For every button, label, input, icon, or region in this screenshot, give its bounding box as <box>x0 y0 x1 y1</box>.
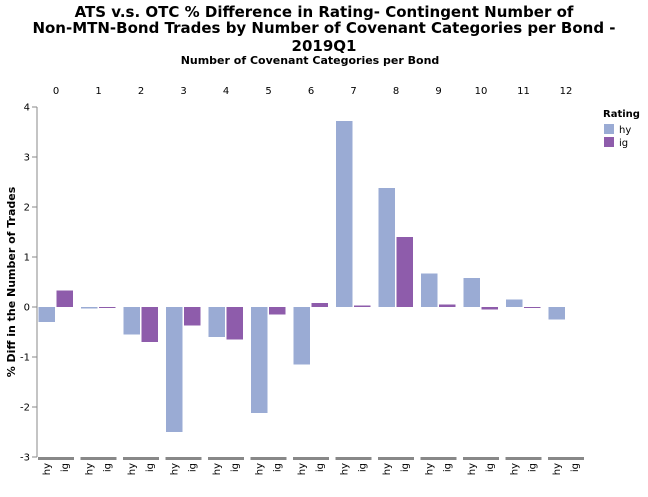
column-label: 2 <box>138 86 144 97</box>
y-tick-label: 4 <box>24 103 30 114</box>
x-tick-label: hy <box>552 463 563 475</box>
column-label: 7 <box>350 86 356 97</box>
bar-hy-7 <box>336 121 353 307</box>
x-tick-label: hy <box>127 463 138 475</box>
column-label: 1 <box>95 86 101 97</box>
column-label: 9 <box>435 86 441 97</box>
x-tick-label: ig <box>357 463 368 472</box>
y-tick-label: -2 <box>20 403 30 414</box>
x-tick-label: hy <box>339 463 350 475</box>
bar-ig-10 <box>481 307 498 310</box>
bar-ig-5 <box>269 307 286 315</box>
x-tick-label: ig <box>442 463 453 472</box>
column-label: 11 <box>517 86 530 97</box>
bar-ig-2 <box>141 307 158 342</box>
y-axis-title: % Diff in the Number of Trades <box>5 186 18 377</box>
bar-ig-1 <box>99 307 116 308</box>
y-tick-label: 3 <box>24 153 30 164</box>
y-tick-label: 1 <box>24 253 30 264</box>
y-tick-label: -3 <box>20 453 30 464</box>
legend-title: Rating <box>603 109 640 120</box>
x-tick-label: ig <box>400 463 411 472</box>
bar-ig-3 <box>184 307 201 326</box>
x-tick-label: ig <box>315 463 326 472</box>
x-tick-label: hy <box>254 463 265 475</box>
column-label: 5 <box>265 86 271 97</box>
column-label: 4 <box>223 86 229 97</box>
bar-hy-3 <box>166 307 183 432</box>
x-tick-label: ig <box>230 463 241 472</box>
x-tick-label: hy <box>84 463 95 475</box>
x-tick-label: ig <box>145 463 156 472</box>
column-label: 12 <box>560 86 573 97</box>
x-tick-label: ig <box>527 463 538 472</box>
y-tick-label: -1 <box>20 353 30 364</box>
chart-title-line-1: ATS v.s. OTC % Difference in Rating- Con… <box>74 3 574 21</box>
bar-ig-9 <box>439 304 456 307</box>
legend-swatch-hy <box>604 124 614 134</box>
bar-hy-9 <box>421 273 438 307</box>
x-tick-label: hy <box>297 463 308 475</box>
bar-ig-11 <box>524 307 541 308</box>
column-label: 3 <box>180 86 186 97</box>
x-tick-label: ig <box>102 463 113 472</box>
bar-hy-2 <box>123 307 140 335</box>
column-label: 8 <box>393 86 399 97</box>
x-tick-label: ig <box>272 463 283 472</box>
bar-ig-0 <box>56 290 73 307</box>
x-tick-label: ig <box>60 463 71 472</box>
x-tick-label: ig <box>187 463 198 472</box>
x-tick-label: hy <box>467 463 478 475</box>
column-label: 6 <box>308 86 314 97</box>
chart-title-line-2: Non-MTN-Bond Trades by Number of Covenan… <box>32 19 616 55</box>
x-tick-label: ig <box>570 463 581 472</box>
x-tick-label: hy <box>42 463 53 475</box>
bar-ig-7 <box>354 305 371 307</box>
legend-label-hy: hy <box>619 125 631 136</box>
y-tick-label: 0 <box>24 303 30 314</box>
bar-hy-10 <box>463 278 480 307</box>
legend-swatch-ig <box>604 137 614 147</box>
bar-ig-4 <box>226 307 243 340</box>
bar-hy-12 <box>548 307 565 320</box>
x-tick-label: hy <box>509 463 520 475</box>
column-label: 0 <box>53 86 59 97</box>
bar-hy-4 <box>208 307 225 337</box>
bar-hy-11 <box>506 299 523 307</box>
y-tick-label: 2 <box>24 203 30 214</box>
x-tick-label: hy <box>169 463 180 475</box>
column-axis-title: Number of Covenant Categories per Bond <box>180 54 440 67</box>
bar-ig-8 <box>396 237 413 307</box>
x-tick-label: hy <box>212 463 223 475</box>
x-tick-label: hy <box>424 463 435 475</box>
x-tick-label: hy <box>382 463 393 475</box>
bar-hy-1 <box>81 307 98 309</box>
bar-hy-0 <box>38 307 55 322</box>
bar-hy-8 <box>378 188 395 307</box>
bar-hy-6 <box>293 307 310 365</box>
bar-hy-5 <box>251 307 268 413</box>
legend-label-ig: ig <box>619 138 628 149</box>
column-label: 10 <box>475 86 488 97</box>
bar-ig-6 <box>311 303 328 307</box>
x-tick-label: ig <box>485 463 496 472</box>
